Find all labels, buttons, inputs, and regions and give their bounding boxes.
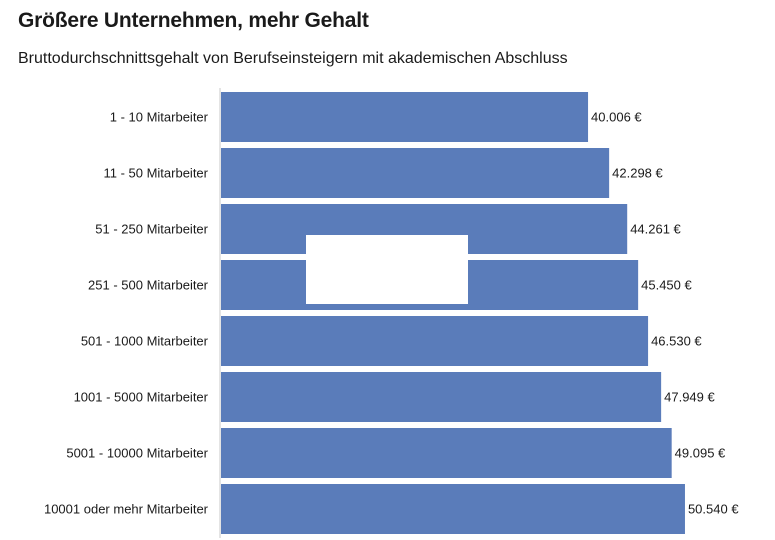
category-tick-label: 1001 - 5000 Mitarbeiter [74, 390, 209, 405]
chart-title: Größere Unternehmen, mehr Gehalt [18, 9, 369, 32]
category-tick-label: 1 - 10 Mitarbeiter [110, 110, 209, 125]
bar [221, 92, 589, 142]
data-label: 45.450 € [641, 278, 692, 293]
category-tick-label: 5001 - 10000 Mitarbeiter [66, 446, 208, 461]
category-tick-label: 51 - 250 Mitarbeiter [95, 222, 208, 237]
watermark-cover [306, 235, 468, 304]
data-label: 50.540 € [688, 502, 739, 517]
data-label: 40.006 € [591, 110, 642, 125]
chart-subtitle: Bruttodurchschnittsgehalt von Berufseins… [18, 50, 568, 67]
category-tick-label: 501 - 1000 Mitarbeiter [81, 334, 209, 349]
data-label: 46.530 € [651, 334, 702, 349]
bar [221, 372, 662, 422]
category-tick-label: 251 - 500 Mitarbeiter [88, 278, 209, 293]
bar [221, 428, 672, 478]
bar [221, 148, 610, 198]
category-tick-label: 10001 oder mehr Mitarbeiter [44, 502, 209, 517]
data-label: 47.949 € [664, 390, 715, 405]
bar [221, 316, 649, 366]
data-label: 49.095 € [675, 446, 726, 461]
data-label: 42.298 € [612, 166, 663, 181]
category-tick-label: 11 - 50 Mitarbeiter [103, 166, 208, 181]
data-label: 44.261 € [630, 222, 681, 237]
bar [221, 484, 685, 534]
